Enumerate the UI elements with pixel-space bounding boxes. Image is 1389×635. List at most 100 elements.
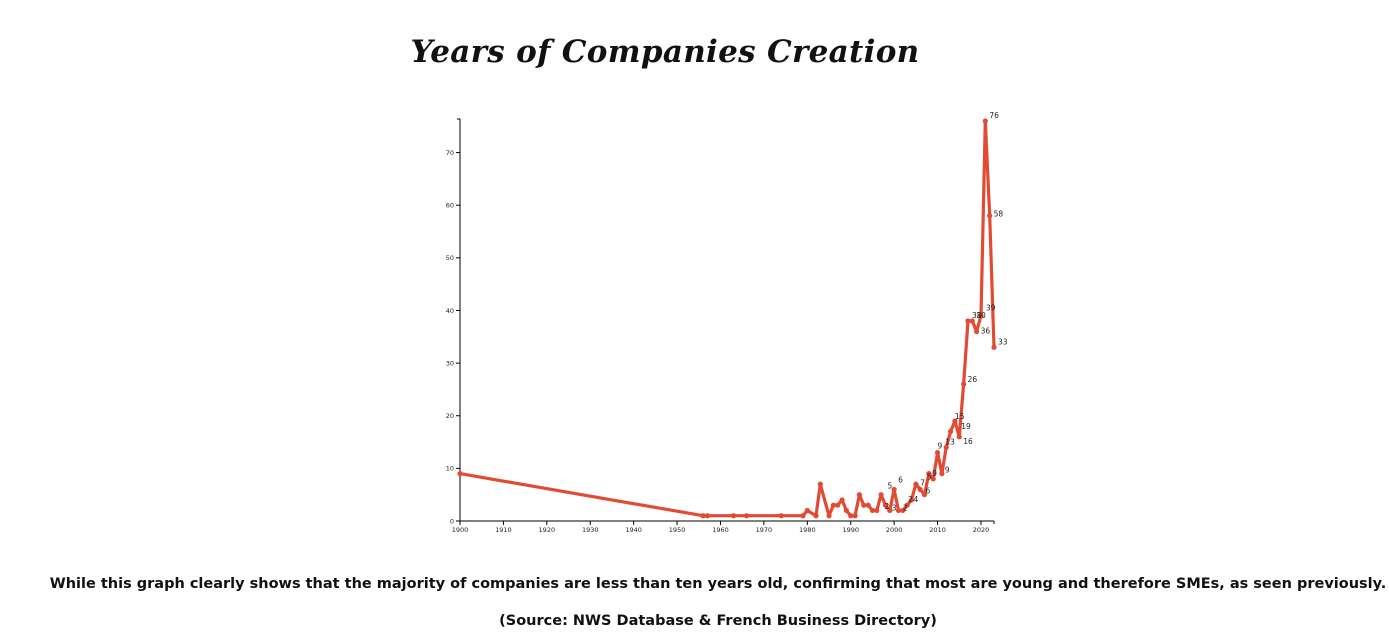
data-label: 3 <box>892 503 897 512</box>
x-tick-label: 1940 <box>625 526 642 534</box>
y-tick-label: 10 <box>446 465 454 473</box>
y-tick-label: 60 <box>446 202 454 210</box>
data-label: 2 <box>884 502 889 511</box>
data-point <box>987 213 993 219</box>
data-point <box>457 471 463 477</box>
data-label: 7 <box>920 478 925 487</box>
x-tick-label: 2020 <box>973 526 990 534</box>
data-point <box>939 471 945 477</box>
data-label: 6 <box>926 487 931 496</box>
data-label: 9 <box>945 466 950 475</box>
data-point <box>991 344 997 350</box>
data-point <box>982 118 988 124</box>
data-label: 38 <box>972 311 982 320</box>
data-label: 2 <box>908 495 913 504</box>
chart-title: Years of Companies Creation <box>410 34 920 70</box>
data-point <box>882 502 889 508</box>
data-point <box>978 313 984 319</box>
y-tick-label: 20 <box>446 412 454 420</box>
data-point <box>700 513 706 519</box>
x-tick-label: 1970 <box>756 526 773 534</box>
data-point <box>934 449 941 456</box>
data-point <box>869 507 876 514</box>
data-label: 76 <box>989 111 999 120</box>
data-point <box>895 507 902 514</box>
data-point <box>891 486 897 493</box>
x-tick-label: 1950 <box>669 526 686 534</box>
data-point <box>913 481 919 487</box>
data-label: 58 <box>994 210 1004 219</box>
data-label: 26 <box>968 375 978 384</box>
data-point <box>861 502 867 508</box>
data-point <box>887 507 893 514</box>
data-point <box>974 328 980 335</box>
x-tick-label: 2000 <box>886 526 903 534</box>
x-tick-label: 1930 <box>582 526 599 534</box>
data-label: 6 <box>898 475 903 484</box>
data-label: 30 <box>976 311 986 320</box>
x-tick-label: 1990 <box>842 526 859 534</box>
data-point <box>908 497 915 503</box>
data-point <box>904 502 910 508</box>
data-label: 9 <box>932 469 937 478</box>
data-point <box>956 434 962 440</box>
data-point <box>856 492 863 498</box>
data-point <box>839 497 845 503</box>
data-point <box>965 318 971 324</box>
x-tick-label: 1920 <box>539 526 556 534</box>
y-tick-label: 70 <box>446 149 454 157</box>
data-point <box>830 502 836 508</box>
data-point <box>813 513 819 519</box>
data-label: 4 <box>914 495 919 504</box>
data-point <box>926 471 932 477</box>
data-label: 19 <box>961 422 971 431</box>
data-label: 5 <box>927 473 932 482</box>
data-point <box>848 513 854 519</box>
data-point <box>704 513 711 519</box>
x-tick-label: 1960 <box>712 526 729 534</box>
x-tick-label: 1910 <box>495 526 512 534</box>
chart-source: (Source: NWS Database & French Business … <box>499 613 937 629</box>
data-label: 13 <box>945 437 955 446</box>
data-label: 16 <box>963 437 973 446</box>
data-point <box>852 513 858 519</box>
data-point <box>917 486 923 493</box>
data-point <box>743 513 750 519</box>
data-point <box>835 502 841 508</box>
data-label: 36 <box>981 327 991 336</box>
data-point <box>804 507 810 514</box>
y-tick-label: 0 <box>450 517 454 525</box>
y-tick-label: 30 <box>446 359 454 367</box>
data-point <box>878 492 884 498</box>
data-point <box>943 444 949 450</box>
data-label: 5 <box>887 482 892 491</box>
series-line <box>458 119 996 518</box>
data-point <box>826 513 832 519</box>
data-point <box>921 492 928 498</box>
x-tick-label: 2010 <box>929 526 946 534</box>
y-tick-label: 40 <box>446 307 454 315</box>
data-label: 2 <box>903 503 908 512</box>
data-label: 39 <box>986 304 996 313</box>
data-point <box>952 418 958 424</box>
data-point <box>930 476 936 482</box>
data-point <box>865 502 871 508</box>
data-point <box>947 428 954 435</box>
data-point <box>800 513 806 519</box>
data-label: 33 <box>998 337 1008 346</box>
data-point <box>843 507 849 514</box>
y-tick-label: 50 <box>446 254 454 262</box>
data-point <box>900 507 906 514</box>
data-label: 9 <box>938 442 943 451</box>
x-tick-label: 1900 <box>452 526 469 534</box>
data-label: 15 <box>955 412 965 421</box>
data-point <box>874 507 880 514</box>
chart-caption: While this graph clearly shows that the … <box>49 576 1387 592</box>
data-point <box>730 513 737 519</box>
data-point <box>961 381 967 387</box>
data-point <box>817 481 823 487</box>
data-point <box>969 318 975 324</box>
data-point <box>778 513 784 519</box>
x-tick-label: 1980 <box>799 526 816 534</box>
